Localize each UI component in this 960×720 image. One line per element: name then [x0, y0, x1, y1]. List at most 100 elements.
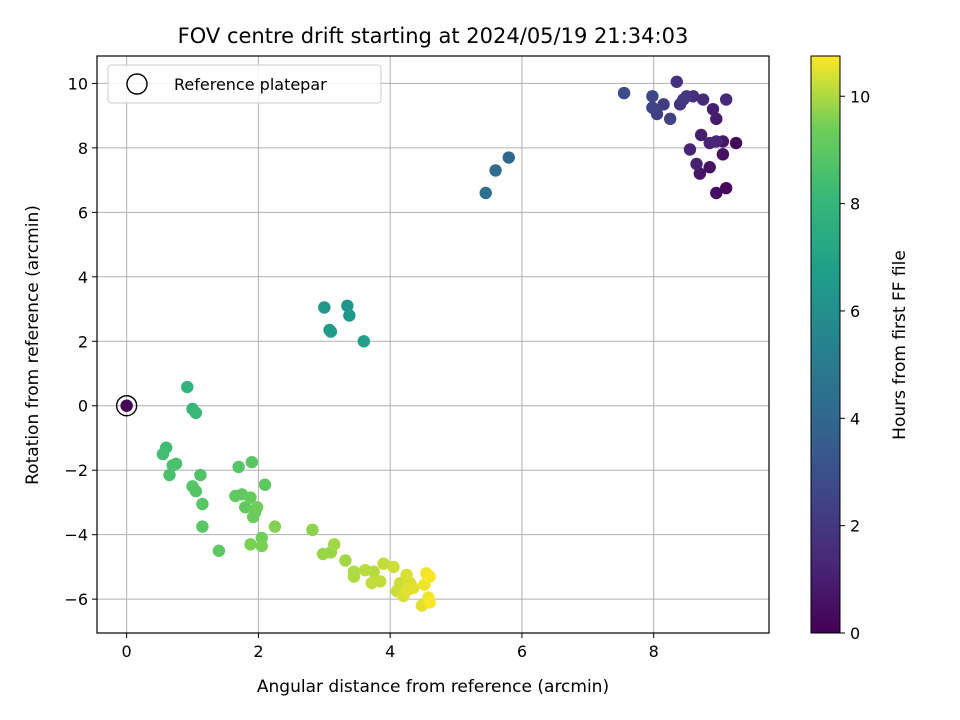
data-point: [716, 148, 730, 161]
data-point: [239, 501, 252, 514]
y-tick-label: 6: [78, 203, 88, 222]
y-tick-label: 4: [78, 268, 88, 287]
data-point: [189, 406, 203, 420]
x-tick-label: 8: [649, 642, 659, 661]
y-axis-label: Rotation from reference (arcmin): [23, 205, 43, 485]
reference-platepar-marker: [115, 395, 138, 417]
data-point: [212, 544, 226, 558]
data-point: [244, 491, 257, 504]
data-point: [710, 112, 723, 126]
colorbar-label: Hours from first FF file: [890, 250, 910, 440]
x-axis-label: Angular distance from reference (arcmin): [257, 677, 609, 697]
y-axis-ticks: −6 −4 −2 0 2 4 6 8 10: [64, 74, 97, 609]
legend-reference-marker-icon: [126, 73, 148, 95]
data-point: [402, 583, 415, 596]
data-point: [374, 575, 387, 588]
colorbar-tick-label: 6: [850, 302, 860, 321]
chart-title: FOV centre drift starting at 2024/05/19 …: [178, 24, 689, 48]
data-point: [677, 93, 690, 106]
data-point: [710, 186, 723, 200]
data-point: [196, 520, 209, 533]
data-point: [258, 478, 272, 491]
data-point: [657, 98, 670, 111]
data-point: [377, 557, 390, 570]
colorbar: 0 2 4 6 8 10 Hours from first FF file: [810, 55, 910, 643]
data-point: [245, 455, 259, 469]
data-point: [341, 299, 354, 313]
data-point: [367, 565, 380, 578]
data-point: [357, 335, 371, 348]
data-point: [327, 538, 341, 551]
y-tick-label: −6: [64, 590, 88, 609]
scatter-points: [156, 75, 743, 612]
colorbar-tick-label: 2: [850, 517, 860, 536]
x-tick-label: 0: [122, 642, 132, 661]
data-point: [423, 596, 436, 609]
data-point: [268, 520, 282, 533]
data-point: [318, 301, 331, 314]
data-point: [617, 86, 631, 100]
data-point: [646, 101, 659, 114]
data-point: [646, 90, 659, 103]
y-tick-label: 2: [78, 332, 88, 351]
y-tick-label: 0: [78, 397, 88, 416]
data-point: [232, 460, 245, 474]
data-point: [683, 143, 697, 156]
plot-frame: [96, 55, 770, 634]
data-point: [479, 186, 492, 200]
data-point: [729, 136, 743, 150]
x-tick-label: 2: [253, 642, 263, 661]
data-point: [181, 380, 194, 394]
data-point: [710, 135, 723, 148]
colorbar-tick-label: 0: [850, 624, 860, 643]
data-point: [694, 128, 708, 142]
data-point: [339, 554, 352, 567]
reference-marker-group: [115, 395, 138, 417]
data-point: [306, 523, 319, 537]
data-point: [423, 570, 436, 583]
data-point: [255, 539, 268, 553]
data-point: [693, 167, 707, 180]
data-point: [706, 102, 720, 116]
y-tick-label: 8: [78, 139, 88, 158]
reference-data-point: [120, 399, 133, 412]
x-axis-ticks: 0 2 4 6 8: [122, 633, 659, 661]
data-point: [244, 538, 257, 551]
data-point: [189, 484, 203, 498]
colorbar-tick-label: 4: [850, 409, 860, 428]
data-point: [166, 459, 179, 472]
data-point: [719, 93, 733, 106]
data-point: [690, 157, 703, 171]
x-tick-label: 4: [385, 642, 395, 661]
data-point: [663, 112, 677, 126]
y-tick-label: 10: [68, 74, 88, 93]
colorbar-tick-label: 10: [850, 87, 870, 106]
colorbar-ticks: 0 2 4 6 8 10: [840, 87, 870, 643]
data-point: [696, 93, 710, 106]
data-point: [156, 447, 170, 461]
data-point: [489, 164, 502, 177]
data-point: [324, 325, 338, 338]
data-point: [343, 309, 356, 322]
colorbar-tick-label: 8: [850, 195, 860, 214]
data-point: [703, 161, 716, 174]
colorbar-gradient: [810, 55, 841, 634]
y-tick-label: −2: [64, 461, 88, 480]
legend-entry-reference: Reference platepar: [174, 75, 327, 94]
data-point: [250, 501, 264, 514]
data-point: [196, 497, 209, 511]
data-point: [194, 468, 207, 482]
data-point: [387, 560, 400, 574]
data-point: [163, 468, 176, 482]
grid: [97, 56, 769, 633]
legend-box: [107, 64, 382, 104]
data-point: [502, 151, 515, 164]
data-point: [347, 565, 361, 578]
data-point: [246, 510, 260, 524]
data-point: [719, 181, 733, 195]
y-tick-label: −4: [64, 526, 88, 545]
data-point: [670, 75, 683, 88]
legend: Reference platepar: [107, 64, 382, 104]
x-tick-label: 6: [517, 642, 527, 661]
